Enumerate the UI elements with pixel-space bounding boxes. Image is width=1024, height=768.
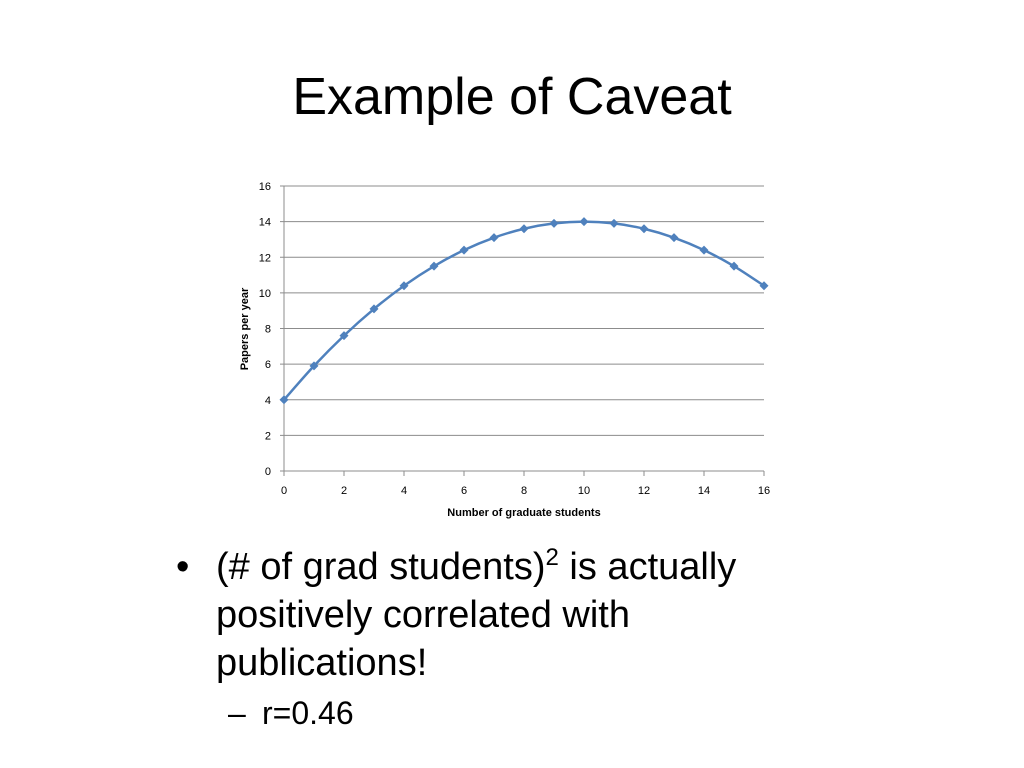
y-tick-label: 4	[265, 395, 271, 407]
y-tick-label: 8	[265, 324, 271, 336]
data-point	[549, 218, 559, 228]
x-tick-label: 4	[401, 485, 407, 497]
x-tick-label: 6	[461, 485, 467, 497]
y-tick-label: 12	[259, 252, 271, 264]
y-tick-label: 14	[259, 217, 271, 229]
data-point	[759, 281, 769, 291]
bullet-item: • (# of grad students)2 is actually posi…	[176, 543, 816, 687]
data-point	[669, 233, 679, 243]
data-point	[309, 361, 319, 371]
sub-bullet-item: – r=0.46	[176, 691, 816, 735]
data-point	[429, 261, 439, 271]
data-point	[579, 217, 589, 227]
grid-lines	[284, 185, 764, 436]
bullet-text-before: (# of grad students)	[216, 546, 546, 588]
data-point	[609, 218, 619, 228]
bullet-list: • (# of grad students)2 is actually posi…	[176, 543, 816, 735]
x-tick-label: 12	[638, 485, 650, 497]
x-tick-label: 8	[521, 485, 527, 497]
y-tick-label: 0	[265, 466, 271, 478]
bullet-text-after: is actually positively correlated with p…	[216, 546, 737, 684]
x-tick-label: 2	[341, 485, 347, 497]
x-tick-label: 0	[281, 485, 287, 497]
data-point	[369, 304, 379, 314]
x-axis-title: Number of graduate students	[447, 507, 600, 519]
data-point	[399, 281, 409, 291]
x-tick-label: 16	[758, 485, 770, 497]
sub-bullet-text: r=0.46	[262, 695, 354, 731]
data-point	[729, 261, 739, 271]
data-point	[459, 245, 469, 255]
series-group	[279, 217, 769, 405]
sub-bullet-dash: –	[228, 695, 246, 731]
y-tick-label: 6	[265, 359, 271, 371]
data-point	[489, 233, 499, 243]
y-axis-title: Papers per year	[239, 287, 251, 370]
bullet-dot-icon: •	[176, 546, 190, 588]
series-line	[283, 220, 765, 401]
y-tick-labels: 0 2 4 6 8 10 12 14 16	[259, 181, 271, 478]
y-tick-label: 16	[259, 181, 271, 193]
data-point	[279, 395, 289, 405]
y-tick-label: 2	[265, 430, 271, 442]
data-point	[339, 331, 349, 341]
x-tick-labels: 0 2 4 6 8 10 12 14 16	[281, 485, 770, 497]
slide-title: Example of Caveat	[292, 68, 732, 126]
x-tick-label: 10	[578, 485, 590, 497]
x-tick-label: 14	[698, 485, 710, 497]
bullet-superscript: 2	[545, 544, 559, 571]
y-tick-label: 10	[259, 288, 271, 300]
data-point	[519, 224, 529, 234]
data-point	[639, 224, 649, 234]
data-point	[699, 245, 709, 255]
